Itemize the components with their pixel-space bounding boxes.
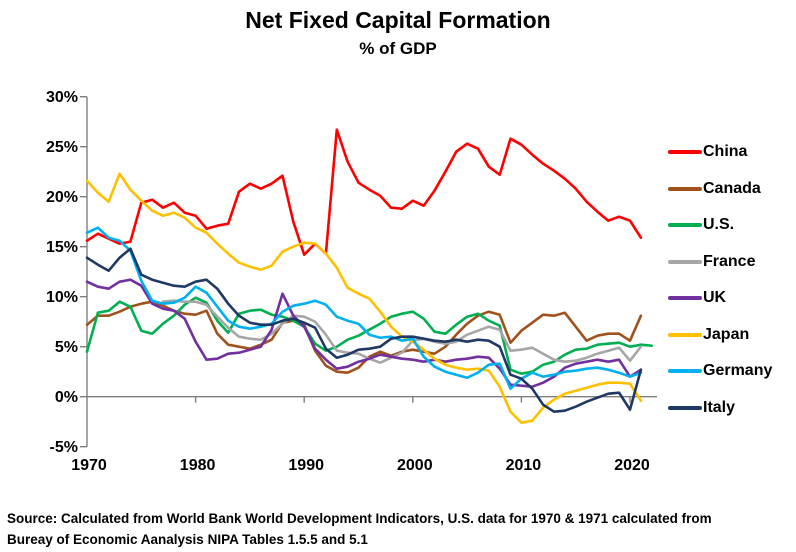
legend-item-us: U.S. <box>668 207 796 244</box>
chart-subtitle: % of GDP <box>359 39 437 58</box>
series-line-italy <box>85 247 643 414</box>
legend-item-germany: Germany <box>668 353 796 390</box>
legend-item-canada: Canada <box>668 171 796 208</box>
source-line-1: Source: Calculated from World Bank World… <box>7 511 712 526</box>
series-line-china <box>85 128 643 256</box>
y-axis-label: 20% <box>46 189 78 206</box>
legend-label: UK <box>703 289 727 307</box>
legend-label: Germany <box>703 362 773 380</box>
legend-item-china: China <box>668 134 796 171</box>
legend-color-swatch <box>668 150 702 155</box>
legend-label: Canada <box>703 179 761 197</box>
legend-item-japan: Japan <box>668 317 796 354</box>
x-axis-label: 2000 <box>397 457 433 474</box>
series-line-japan <box>85 172 643 425</box>
legend-color-swatch <box>668 332 702 337</box>
series-line-germany <box>85 226 643 391</box>
series-line-france <box>161 299 643 365</box>
legend-label: U.S. <box>703 216 735 234</box>
source-line-2: Bureay of Economic Aanalysis NIPA Tables… <box>7 532 368 547</box>
legend-color-swatch <box>668 405 702 410</box>
x-axis-label: 1980 <box>180 457 216 474</box>
source-note: Source: Calculated from World Bank World… <box>7 508 789 550</box>
x-axis-label: 1990 <box>288 457 324 474</box>
legend-color-swatch <box>668 259 702 264</box>
legend-color-swatch <box>668 223 702 228</box>
legend-color-swatch <box>668 296 702 301</box>
y-axis-label: -5% <box>50 439 78 456</box>
y-axis-label: 0% <box>55 389 78 406</box>
legend-label: Japan <box>703 325 750 343</box>
series-line-canada <box>85 300 643 375</box>
legend-label: China <box>703 143 748 161</box>
legend-item-uk: UK <box>668 280 796 317</box>
y-axis-label: 10% <box>46 289 78 306</box>
legend-item-italy: Italy <box>668 390 796 427</box>
legend-color-swatch <box>668 369 702 374</box>
y-axis-label: 25% <box>46 139 78 156</box>
y-axis-label: 30% <box>46 89 78 106</box>
x-axis-label: 1970 <box>71 457 107 474</box>
legend-label: Italy <box>703 398 736 416</box>
x-axis-label: 2010 <box>506 457 542 474</box>
x-axis-label: 2020 <box>614 457 650 474</box>
legend-item-france: France <box>668 244 796 281</box>
y-axis-label: 15% <box>46 239 78 256</box>
chart-title: Net Fixed Capital Formation <box>245 7 551 33</box>
y-axis-label: 5% <box>55 339 78 356</box>
legend-label: France <box>703 252 756 270</box>
legend-color-swatch <box>668 186 702 191</box>
series-line-uk <box>85 278 643 389</box>
legend: China Canada U.S. France UK Japan Germany Italy <box>668 134 796 426</box>
